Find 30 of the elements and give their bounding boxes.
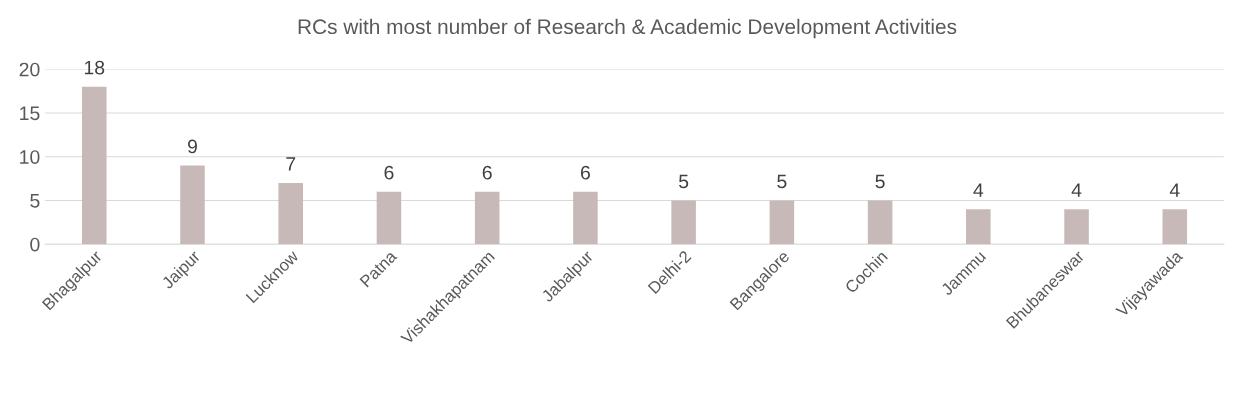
data-label: 6 [384, 165, 394, 180]
data-label: 9 [187, 139, 197, 154]
bar [474, 191, 500, 245]
y-tick-label: 5 [30, 194, 40, 208]
data-label: 6 [482, 165, 492, 180]
bar [180, 165, 205, 245]
bar [966, 209, 991, 245]
y-tick-label: 15 [20, 106, 40, 121]
bar [278, 182, 303, 245]
data-label: 7 [286, 157, 296, 171]
chart-title: RCs with most number of Research & Academic Development Activities [298, 18, 957, 39]
bar [376, 191, 402, 245]
bar [1064, 209, 1089, 245]
data-label: 5 [679, 174, 689, 189]
bar [573, 191, 598, 245]
bar [769, 200, 795, 245]
bar [867, 200, 893, 245]
data-label: 4 [1071, 183, 1082, 197]
data-label: 6 [580, 165, 590, 180]
data-label: 5 [875, 174, 885, 189]
y-tick-label: 20 [19, 62, 40, 77]
y-tick-label: 0 [30, 237, 40, 252]
data-label: 4 [973, 183, 984, 197]
data-label: 18 [84, 60, 105, 75]
bar [671, 200, 696, 245]
data-label: 5 [777, 174, 787, 189]
bar [81, 86, 107, 245]
bar [1162, 209, 1188, 245]
data-label: 4 [1169, 183, 1180, 197]
y-tick-label: 10 [20, 150, 40, 164]
